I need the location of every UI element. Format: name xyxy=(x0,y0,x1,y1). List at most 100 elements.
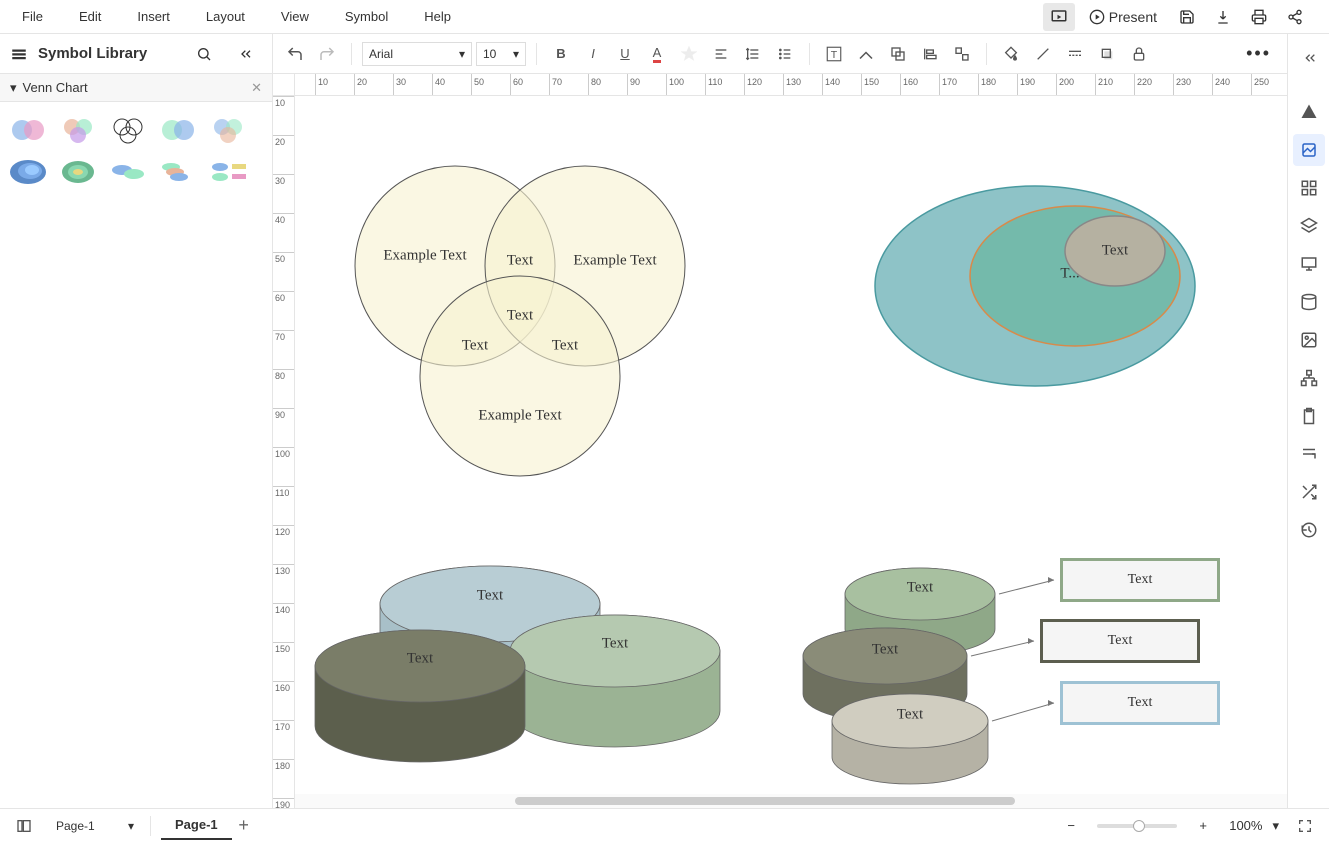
expand-panel-icon[interactable] xyxy=(1293,42,1325,74)
save-icon[interactable] xyxy=(1171,3,1203,31)
page-select-value: Page-1 xyxy=(56,819,95,833)
shape-text[interactable]: Text xyxy=(507,253,533,270)
sitemap-icon[interactable] xyxy=(1293,362,1325,394)
menu-help[interactable]: Help xyxy=(406,1,469,32)
download-icon[interactable] xyxy=(1207,3,1239,31)
presentation-icon[interactable] xyxy=(1293,248,1325,280)
fullscreen-button[interactable] xyxy=(1289,812,1321,840)
venn-shape-10[interactable] xyxy=(206,154,250,190)
venn-shape-7[interactable] xyxy=(56,154,100,190)
shadow-button[interactable] xyxy=(1093,40,1121,68)
add-page-button[interactable]: + xyxy=(232,815,256,836)
panel-header[interactable]: ▾ Venn Chart ✕ xyxy=(0,74,272,102)
page-select[interactable]: Page-1▾ xyxy=(50,814,140,838)
library-icon xyxy=(10,45,28,63)
callout-box[interactable]: Text xyxy=(1060,558,1220,602)
menu-edit[interactable]: Edit xyxy=(61,1,119,32)
align-objects-button[interactable] xyxy=(916,40,944,68)
callout-box[interactable]: Text xyxy=(1040,619,1200,663)
venn-shape-2[interactable] xyxy=(56,112,100,148)
font-size-select[interactable]: 10▾ xyxy=(476,42,526,66)
shape-text[interactable]: Example Text xyxy=(573,253,656,270)
shape-text[interactable]: Text xyxy=(907,580,933,597)
venn-shape-5[interactable] xyxy=(206,112,250,148)
venn-shape-3[interactable] xyxy=(106,112,150,148)
page-tab-1[interactable]: Page-1 xyxy=(161,811,232,840)
venn-shape-9[interactable] xyxy=(156,154,200,190)
more-tools-button[interactable]: ••• xyxy=(1238,43,1279,64)
shape-text[interactable]: Text xyxy=(897,707,923,724)
shape-text[interactable]: Text xyxy=(507,308,533,325)
shape-text[interactable]: Example Text xyxy=(478,408,561,425)
bold-button[interactable]: B xyxy=(547,40,575,68)
apps-icon[interactable] xyxy=(1293,172,1325,204)
group-button[interactable] xyxy=(948,40,976,68)
undo-button[interactable] xyxy=(281,40,309,68)
style-icon[interactable] xyxy=(1293,134,1325,166)
present-button[interactable]: Present xyxy=(1079,5,1167,29)
font-family-value: Arial xyxy=(369,47,393,61)
text-tool-button[interactable]: T xyxy=(820,40,848,68)
venn-shape-8[interactable] xyxy=(106,154,150,190)
share-icon[interactable] xyxy=(1279,3,1311,31)
redo-button[interactable] xyxy=(313,40,341,68)
print-icon[interactable] xyxy=(1243,3,1275,31)
zoom-slider[interactable] xyxy=(1097,824,1177,828)
shape-text[interactable]: Text xyxy=(477,588,503,605)
shape-text[interactable]: Text xyxy=(872,642,898,659)
fill-button[interactable] xyxy=(997,40,1025,68)
menu-layout[interactable]: Layout xyxy=(188,1,263,32)
shuffle-icon[interactable] xyxy=(1293,476,1325,508)
present-label: Present xyxy=(1109,9,1157,25)
menu-file[interactable]: File xyxy=(4,1,61,32)
horizontal-scrollbar[interactable] xyxy=(295,794,1287,808)
theme-icon[interactable] xyxy=(1293,96,1325,128)
shape-text[interactable]: Text xyxy=(1102,243,1128,260)
connector-button[interactable] xyxy=(852,40,880,68)
slideshow-icon[interactable] xyxy=(1043,3,1075,31)
italic-button[interactable]: I xyxy=(579,40,607,68)
zoom-dropdown-icon[interactable]: ▾ xyxy=(1272,818,1279,834)
line-style-button[interactable] xyxy=(1061,40,1089,68)
bullets-button[interactable] xyxy=(771,40,799,68)
layers-icon[interactable] xyxy=(1293,210,1325,242)
venn-shape-6[interactable] xyxy=(6,154,50,190)
collapse-sidebar-icon[interactable] xyxy=(230,40,262,68)
lock-button[interactable] xyxy=(1125,40,1153,68)
shape-text[interactable]: Example Text xyxy=(383,248,466,265)
comment-icon[interactable] xyxy=(1293,438,1325,470)
align-button[interactable] xyxy=(707,40,735,68)
svg-text:T: T xyxy=(831,48,838,60)
menu-bar: File Edit Insert Layout View Symbol Help… xyxy=(0,0,1329,34)
outline-view-icon[interactable] xyxy=(8,812,40,840)
menu-insert[interactable]: Insert xyxy=(119,1,188,32)
shape-text[interactable]: Text xyxy=(407,651,433,668)
close-panel-icon[interactable]: ✕ xyxy=(251,80,262,96)
shape-text[interactable]: T... xyxy=(1060,266,1079,283)
font-color-button[interactable]: A xyxy=(643,40,671,68)
horizontal-ruler: 1020304050607080901001101201301401501601… xyxy=(295,74,1287,96)
font-family-select[interactable]: Arial▾ xyxy=(362,42,472,66)
search-icon[interactable] xyxy=(188,40,220,68)
line-color-button[interactable] xyxy=(1029,40,1057,68)
highlight-button[interactable] xyxy=(675,40,703,68)
data-icon[interactable] xyxy=(1293,286,1325,318)
shape-text[interactable]: Text xyxy=(602,636,628,653)
symbol-library-panel: Symbol Library ▾ Venn Chart ✕ xyxy=(0,34,273,808)
history-icon[interactable] xyxy=(1293,514,1325,546)
callout-box[interactable]: Text xyxy=(1060,681,1220,725)
venn-shape-1[interactable] xyxy=(6,112,50,148)
shape-text[interactable]: Text xyxy=(462,338,488,355)
shape-text[interactable]: Text xyxy=(552,338,578,355)
menu-symbol[interactable]: Symbol xyxy=(327,1,406,32)
image-icon[interactable] xyxy=(1293,324,1325,356)
zoom-in-button[interactable]: + xyxy=(1187,812,1219,840)
zoom-out-button[interactable]: − xyxy=(1055,812,1087,840)
menu-view[interactable]: View xyxy=(263,1,327,32)
position-button[interactable] xyxy=(884,40,912,68)
venn-shape-4[interactable] xyxy=(156,112,200,148)
canvas[interactable]: Example Text Example Text Example Text Text… xyxy=(295,96,1287,808)
line-spacing-button[interactable] xyxy=(739,40,767,68)
clipboard-icon[interactable] xyxy=(1293,400,1325,432)
underline-button[interactable]: U xyxy=(611,40,639,68)
